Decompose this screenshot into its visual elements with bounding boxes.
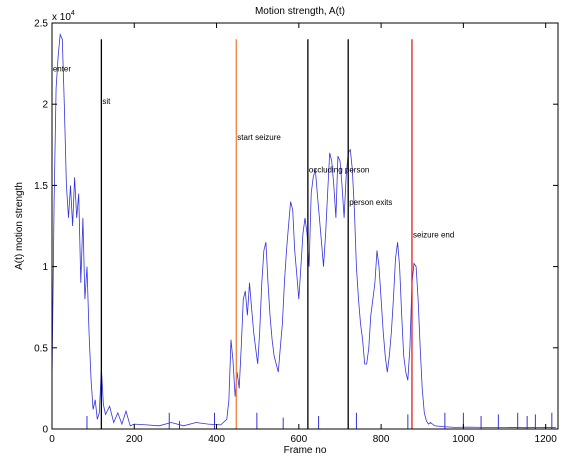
x-tick-label: 200 (126, 434, 143, 445)
x-tick-label: 1200 (535, 434, 558, 445)
event-marker-label: sit (102, 97, 111, 106)
x-axis-ticks: 0 200 400 600 800 1000 1200 (49, 23, 557, 445)
y-axis-label: A(t) motion strength (14, 182, 25, 270)
x-tick-label: 1000 (452, 434, 475, 445)
x-tick-label: 0 (49, 434, 55, 445)
y-tick-label: 0 (42, 425, 48, 436)
chart-title: Motion strength, A(t) (255, 6, 345, 17)
annotation-label: enter (53, 65, 72, 74)
y-scale-factor: x 104 (52, 10, 75, 23)
y-tick-label: 2 (42, 100, 48, 111)
x-tick-label: 400 (208, 434, 225, 445)
y-scale-base: x 10 (52, 12, 71, 23)
event-marker-label: start seizure (237, 133, 281, 142)
event-marker-label: seizure end (413, 230, 454, 239)
y-axis-ticks: 0 0.5 1 1.5 2 2.5 (34, 19, 558, 436)
y-tick-label: 1.5 (34, 181, 48, 192)
plot-group (51, 32, 556, 429)
plot-frame (51, 22, 559, 430)
event-marker-label: occluding person (309, 165, 369, 174)
x-tick-label: 600 (290, 434, 307, 445)
event-marker-label: person exits (349, 198, 392, 207)
y-tick-label: 0.5 (34, 343, 48, 354)
y-tick-label: 2.5 (34, 19, 48, 30)
event-markers: sit start seizure occluding person person e… (53, 39, 454, 429)
x-axis-label: Frame no (284, 445, 327, 456)
series-line-0 (51, 32, 556, 429)
y-tick-label: 1 (42, 262, 48, 273)
y-scale-exponent: 4 (71, 10, 75, 17)
x-tick-label: 800 (373, 434, 390, 445)
